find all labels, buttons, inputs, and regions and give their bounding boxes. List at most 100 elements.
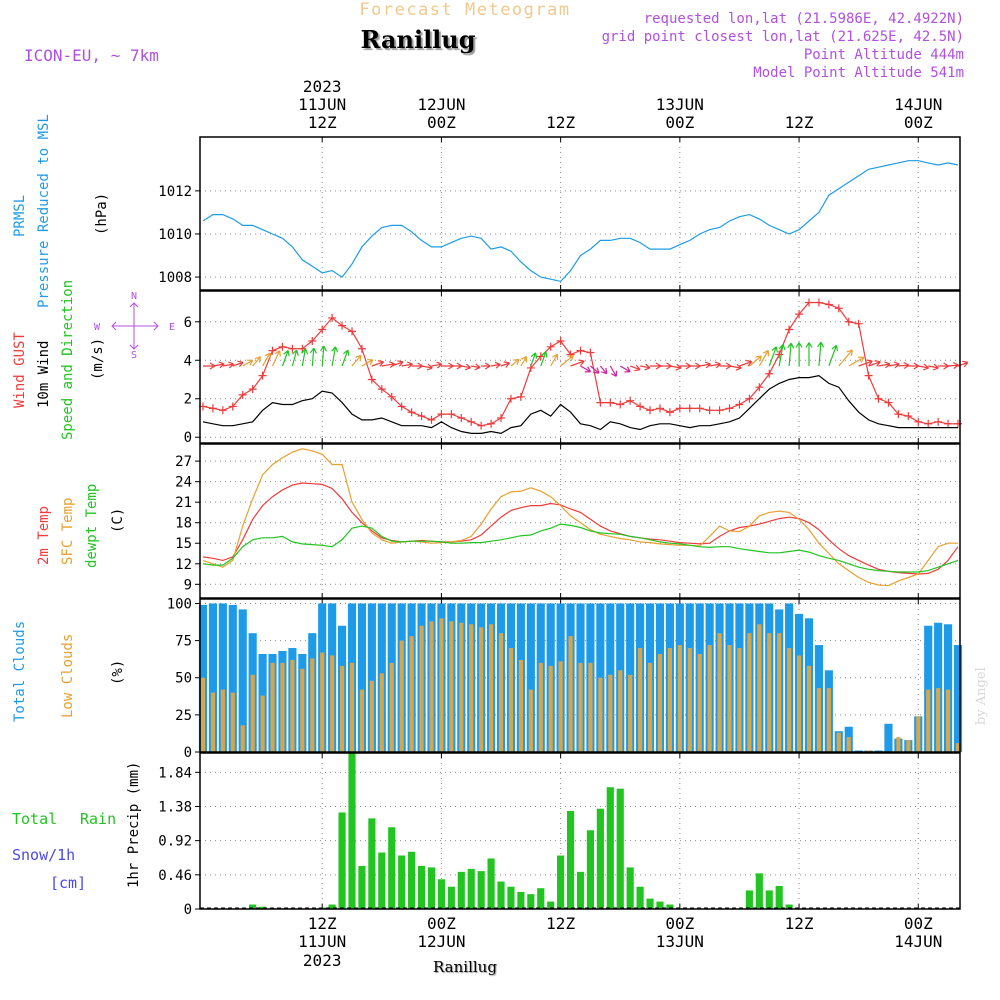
low-cloud-bar: [727, 645, 732, 752]
wind-direction-arrow: [709, 361, 721, 369]
wind10m-label: 10m Wind: [36, 341, 52, 408]
low-cloud-bar: [558, 661, 563, 752]
total-cloud-bar: [924, 625, 933, 752]
wind-direction-arrow: [371, 360, 385, 367]
compass-w: W: [94, 322, 101, 333]
gust-point: [348, 327, 356, 336]
gust-point: [497, 413, 506, 422]
rain-bar: [517, 891, 525, 909]
low-cloud-bar: [439, 618, 444, 752]
gust-point: [437, 410, 446, 419]
series-line-10m-wind: [202, 375, 958, 435]
wind-direction-arrow: [271, 350, 281, 367]
low-cloud-bar: [409, 636, 414, 752]
point-altitude: Point Altitude 444m: [804, 47, 964, 63]
low-cloud-bar: [250, 674, 255, 752]
gust-point: [457, 413, 466, 422]
low-cloud-bar: [389, 662, 394, 752]
wind-direction-arrow: [805, 342, 813, 366]
pressure-marks: [202, 160, 959, 283]
wind-direction-arrow: [451, 362, 463, 370]
low-cloud-bar: [568, 636, 573, 752]
speed-direction-label: Speed and Direction: [60, 280, 76, 440]
precip-unit: 1hr Precip (mm): [126, 762, 142, 888]
wind-direction-arrow: [828, 344, 839, 367]
rain-bar: [537, 888, 545, 909]
bottom-date-label: 14JUN: [894, 932, 942, 951]
bottom-hour-label: 12Z: [785, 914, 814, 933]
wind-direction-arrow: [817, 341, 825, 367]
wind-direction-arrow: [252, 356, 261, 367]
series-line-sfc-temp: [202, 448, 958, 587]
top-date-label: 11JUN: [298, 95, 346, 114]
low-cloud-bar: [647, 662, 653, 752]
compass: N S W E: [94, 291, 175, 361]
bottom-hour-label: 12Z: [546, 914, 575, 933]
wind-direction-arrow: [669, 363, 682, 371]
wind-direction-arrow: [679, 362, 692, 370]
temp-unit: (C): [110, 508, 126, 533]
low-cloud-bar: [787, 648, 792, 752]
snow-label: Snow/1h: [12, 846, 75, 864]
gust-point: [467, 417, 476, 426]
top-date-label: 12JUN: [417, 95, 465, 114]
gust-label: Wind GUST: [12, 332, 28, 408]
rain-bar: [596, 808, 604, 909]
wind-direction-arrow: [768, 346, 778, 367]
low-cloud-bar: [697, 653, 702, 752]
total-cloud-bar: [218, 603, 227, 752]
low-cloud-bar: [339, 665, 345, 752]
gust-point: [616, 400, 625, 409]
rain-bar: [636, 886, 644, 909]
gust-point: [775, 350, 784, 359]
pressure-ytick-label: 1010: [158, 227, 192, 243]
gust-point: [795, 310, 804, 319]
clouds-ytick-label: 25: [175, 708, 192, 724]
rain-bar: [527, 894, 535, 909]
gust-point: [308, 337, 317, 346]
rain-bar: [388, 827, 396, 909]
wind-direction-arrow: [461, 363, 471, 371]
rain-bar: [447, 886, 455, 909]
low-cloud-bar: [677, 645, 682, 752]
low-cloud-bar: [806, 665, 812, 752]
low-cloud-bar: [687, 648, 692, 752]
total-cloud-bar: [944, 624, 953, 752]
low-cloud-bar: [737, 648, 742, 752]
wind-direction-arrow: [391, 360, 404, 367]
wind-direction-arrow: [262, 352, 271, 367]
footer-location: Ranillug: [433, 958, 497, 976]
low-cloud-bar: [777, 633, 782, 752]
low-clouds-label: Low Clouds: [60, 634, 76, 718]
pressure-labels: PRMSL Pressure Reduced to MSL (hPa): [12, 114, 110, 308]
wind-ytick-label: 0: [184, 430, 192, 446]
wind-direction-arrow: [699, 361, 711, 369]
wind-direction-arrow: [510, 358, 520, 367]
series-line-dewpt-temp: [202, 523, 959, 573]
bottom-hour-label: 00Z: [904, 914, 933, 933]
low-cloud-bar: [548, 665, 553, 752]
series-line-2m-temp: [202, 482, 959, 575]
low-cloud-bar: [290, 659, 295, 752]
wind-direction-arrow: [361, 359, 374, 367]
wind-direction-arrow: [639, 363, 651, 371]
total-cloud-bar: [884, 723, 893, 752]
wind-direction-arrow: [540, 351, 548, 367]
low-cloud-bar: [846, 737, 851, 752]
gust-point: [725, 404, 734, 413]
top-hour-label: 12Z: [308, 113, 337, 132]
total-cloud-bar: [208, 603, 217, 752]
pressure-frame: [199, 136, 961, 291]
low-cloud-bar: [826, 688, 831, 752]
gust-point: [387, 392, 396, 401]
wind-direction-arrow: [331, 346, 339, 367]
wind-direction-arrow: [500, 361, 510, 368]
gust-point: [218, 406, 227, 415]
total-clouds-label: Total Clouds: [12, 621, 28, 722]
low-cloud-bar: [945, 689, 951, 752]
low-cloud-bar: [419, 625, 424, 752]
low-cloud-bar: [638, 648, 643, 752]
low-cloud-bar: [449, 621, 454, 752]
low-cloud-bar: [518, 659, 523, 752]
requested-coords: requested lon,lat (21.5986E, 42.4922N): [644, 11, 964, 27]
